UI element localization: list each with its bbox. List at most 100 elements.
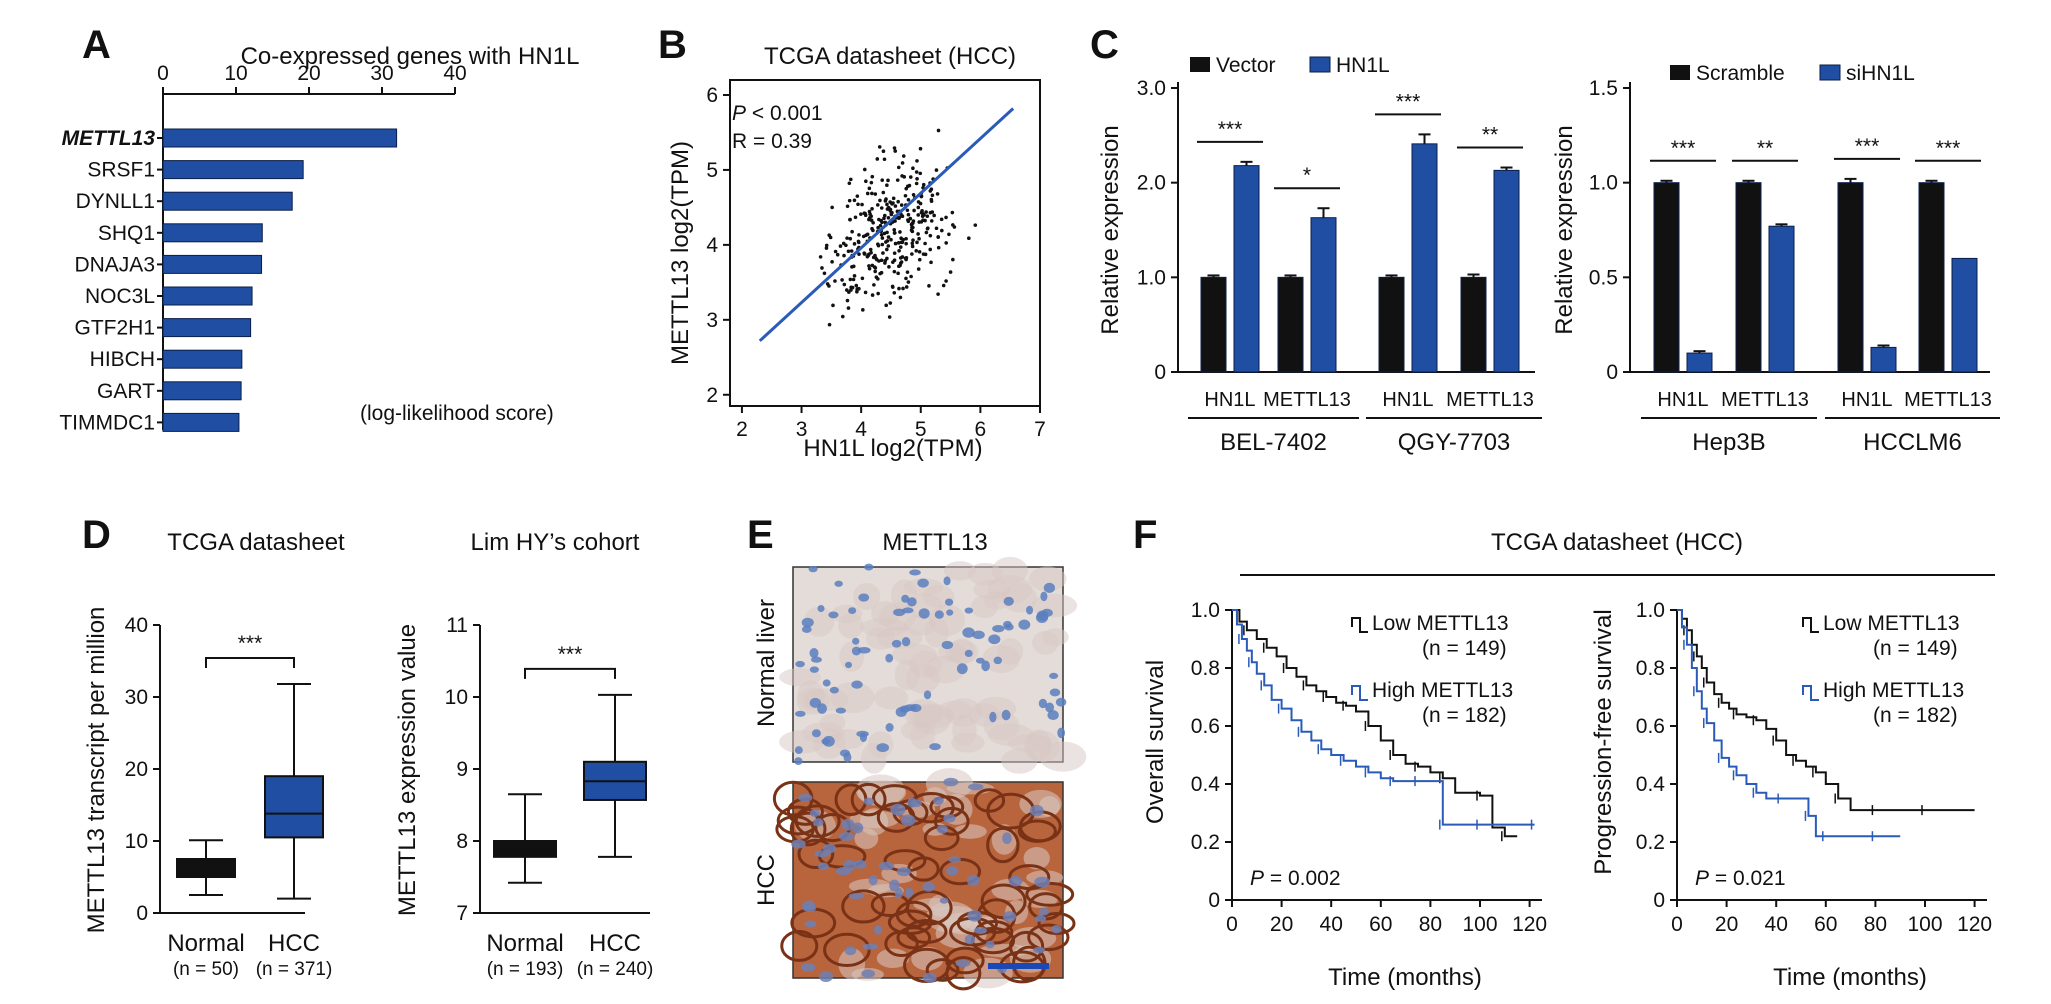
scatter-point bbox=[880, 242, 885, 247]
scatter-point bbox=[911, 192, 916, 197]
scatter-point bbox=[873, 269, 877, 274]
panel-f-left-pvalue: P = 0.002 bbox=[1250, 867, 1341, 890]
scatter-point bbox=[917, 257, 922, 262]
scatter-point bbox=[896, 241, 901, 245]
legend-high-n: (n = 182) bbox=[1873, 704, 1958, 727]
cell-membrane bbox=[797, 838, 835, 870]
scatter-point bbox=[912, 208, 916, 213]
significance-stars: * bbox=[1303, 164, 1311, 187]
cell-nucleus bbox=[874, 925, 883, 935]
scatter-point bbox=[934, 168, 939, 172]
legend-low-label: Low METTL13 bbox=[1372, 612, 1509, 635]
cell-nucleus bbox=[1038, 907, 1050, 916]
cell-nucleus bbox=[822, 679, 831, 687]
scatter-point bbox=[928, 233, 933, 238]
scatter-point bbox=[822, 271, 827, 276]
significance-stars: *** bbox=[1218, 118, 1243, 141]
scatter-point bbox=[906, 198, 911, 202]
category-label: GART bbox=[97, 380, 155, 403]
scatter-point bbox=[820, 266, 824, 270]
scatter-point bbox=[873, 266, 878, 270]
category-label: SRSF1 bbox=[87, 159, 155, 182]
x-tick-label: 4 bbox=[855, 418, 867, 441]
scatter-point bbox=[849, 285, 853, 290]
cell-nucleus bbox=[943, 814, 956, 823]
scatter-point bbox=[840, 278, 844, 282]
y-tick-label: 20 bbox=[125, 758, 148, 781]
scatter-point bbox=[885, 247, 889, 252]
scatter-point bbox=[929, 219, 934, 223]
cell-membrane bbox=[870, 892, 910, 918]
x-tick-label: 20 bbox=[297, 62, 320, 85]
scatter-point bbox=[973, 223, 978, 227]
significance-bracket bbox=[524, 667, 616, 679]
panel-d-right-ylabel: METTL13 expression value bbox=[394, 624, 421, 916]
scatter-point bbox=[914, 181, 919, 186]
panel-f-title: TCGA datasheet (HCC) bbox=[1491, 529, 1743, 556]
scatter-point bbox=[848, 277, 853, 282]
scatter-point bbox=[867, 217, 871, 222]
scatter-point bbox=[852, 198, 857, 203]
bar bbox=[162, 160, 304, 180]
scatter-point bbox=[935, 192, 940, 196]
cell-nucleus bbox=[964, 649, 973, 658]
category-label: METTL13 bbox=[1721, 389, 1809, 411]
scatter-point bbox=[850, 229, 854, 234]
panel-e-row-hcc: HCC bbox=[753, 854, 780, 906]
panel-f-right-xlabel: Time (months) bbox=[1773, 964, 1927, 991]
bar bbox=[1951, 257, 1978, 373]
scatter-point bbox=[818, 255, 823, 259]
cell-nucleus bbox=[795, 660, 805, 668]
cell-nucleus bbox=[993, 656, 1003, 665]
scatter-point bbox=[893, 204, 898, 208]
scatter-point bbox=[893, 219, 897, 223]
y-tick-label: 1.5 bbox=[1589, 77, 1618, 100]
scatter-point bbox=[905, 208, 910, 213]
scatter-point bbox=[857, 252, 861, 256]
tissue-patch bbox=[911, 946, 944, 971]
category-label: METTL13 bbox=[62, 127, 156, 150]
x-tick-label: 80 bbox=[1864, 913, 1887, 936]
cell-nucleus bbox=[946, 866, 959, 876]
bar bbox=[1200, 276, 1227, 373]
scatter-point bbox=[873, 192, 878, 196]
scatter-point bbox=[865, 232, 870, 237]
category-label: DNAJA3 bbox=[74, 253, 155, 276]
y-tick-label: 1.0 bbox=[1191, 599, 1220, 622]
scatter-point bbox=[852, 242, 857, 246]
scatter-point bbox=[877, 145, 882, 149]
scatter-point bbox=[910, 225, 914, 230]
bar bbox=[1686, 352, 1713, 373]
scatter-point bbox=[928, 189, 933, 193]
tissue-patch bbox=[839, 641, 865, 672]
legend-high-n: (n = 182) bbox=[1422, 704, 1507, 727]
cell-nucleus bbox=[829, 686, 839, 694]
scatter-point bbox=[901, 154, 906, 158]
scatter-point bbox=[861, 234, 866, 239]
bar bbox=[162, 223, 263, 243]
sample-size: (n = 193) bbox=[487, 959, 564, 980]
cell-nucleus bbox=[966, 874, 980, 887]
cell-nucleus bbox=[1040, 591, 1048, 602]
cell-nucleus bbox=[841, 818, 855, 831]
scatter-point bbox=[878, 223, 883, 228]
significance-stars: *** bbox=[558, 643, 583, 666]
scatter-point bbox=[879, 232, 884, 237]
tissue-patch bbox=[953, 824, 987, 839]
cell-nucleus bbox=[901, 637, 911, 647]
scatter-point bbox=[915, 240, 919, 245]
cell-nucleus bbox=[1008, 875, 1023, 887]
scatter-point bbox=[916, 213, 921, 217]
cell-nucleus bbox=[1043, 582, 1056, 594]
legend-swatch-blue bbox=[1819, 64, 1841, 81]
scatter-point bbox=[911, 166, 915, 171]
scatter-point bbox=[876, 225, 880, 230]
x-tick-label: 120 bbox=[1957, 913, 1992, 936]
scatter-point bbox=[897, 248, 901, 253]
y-tick-label: 7 bbox=[456, 902, 468, 925]
cell-nucleus bbox=[834, 580, 843, 587]
cell-nucleus bbox=[835, 707, 847, 714]
panel-f: F TCGA datasheet (HCC) Overall survival … bbox=[1133, 513, 1995, 991]
cell-nucleus bbox=[1029, 804, 1044, 817]
